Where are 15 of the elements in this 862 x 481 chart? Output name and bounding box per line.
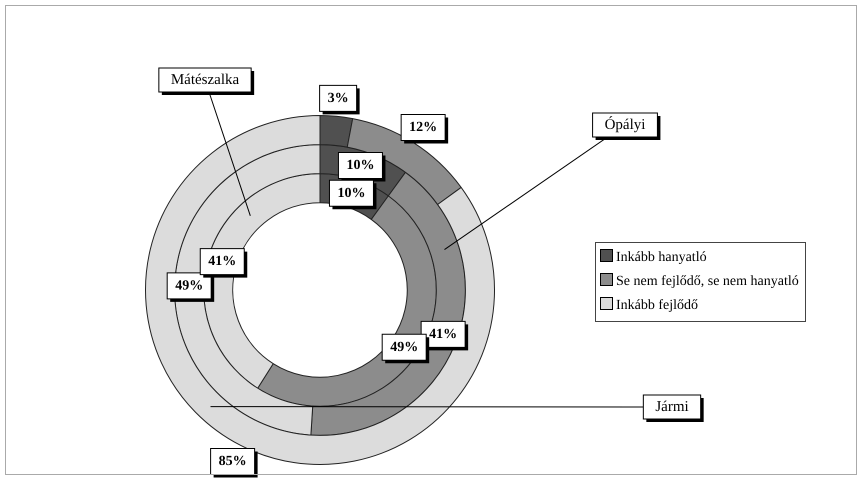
data-label: 41%	[429, 326, 458, 342]
data-label: 49%	[175, 278, 204, 294]
data-label: 49%	[390, 340, 418, 355]
legend-label: Se nem fejlődő, se nem hanyatló	[615, 273, 799, 291]
legend-label: Inkább fejlődő	[615, 297, 700, 315]
data-label: 10%	[346, 158, 374, 174]
slice-label: Ópályi	[604, 116, 646, 133]
data-label: 85%	[218, 454, 247, 470]
legend-label: Inkább hanyatló	[615, 249, 708, 267]
slice-label: Mátészalka	[170, 72, 240, 88]
data-label: 3%	[328, 90, 349, 106]
data-label: 41%	[208, 254, 236, 270]
data-label: 10%	[337, 186, 366, 201]
data-label: 12%	[409, 120, 438, 136]
slice-label: Jármi	[655, 398, 689, 415]
